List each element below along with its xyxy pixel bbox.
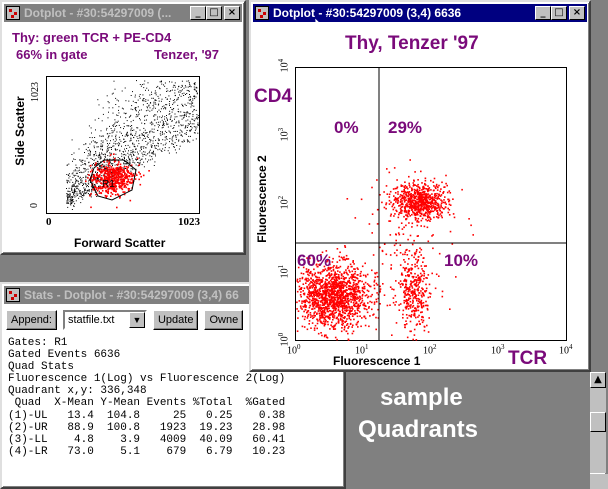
dotplot-app-icon	[6, 6, 20, 20]
x-tick-label: 100	[287, 343, 301, 357]
scroll-up-icon[interactable]: ▲	[590, 372, 606, 388]
maximize-icon[interactable]: □	[551, 6, 567, 20]
stats-line: Quad Stats	[8, 361, 75, 374]
stats-line: (4)-LR 73.0 5.1 679 6.79 10.23	[8, 445, 286, 458]
ss-tick-bottom: 0	[29, 203, 40, 208]
dotplot-app-icon	[6, 288, 20, 302]
forward-scatter-label: Forward Scatter	[74, 236, 166, 250]
x-tick-label: 102	[423, 343, 437, 357]
stats-file-select[interactable]: statfile.txt ▼	[62, 310, 147, 330]
fluorescence-title: Dotplot - #30:54297009 (3,4) 6636	[273, 6, 462, 20]
dotplot-app-icon	[255, 6, 269, 20]
stats-line: Gates: R1	[8, 337, 68, 349]
stats-toolbar: Append: statfile.txt ▼ Update Owne	[6, 308, 340, 332]
quadrant-plot	[295, 67, 567, 341]
stats-line: Quad X-Mean Y-Mean Events %Total %Gated	[8, 397, 286, 410]
y-tick-label: 100	[277, 332, 291, 347]
update-button[interactable]: Update	[152, 310, 199, 330]
stats-line: Gated Events 6636	[8, 349, 121, 362]
close-icon[interactable]: ×	[569, 6, 585, 20]
sample-line2: Quadrants	[358, 416, 479, 443]
quadrant-dots	[296, 159, 474, 341]
append-button[interactable]: Append:	[6, 310, 57, 330]
y-tick-label: 104	[277, 58, 291, 73]
scatter-titlebar[interactable]: Dotplot - #30:54297009 (... _ □ ×	[4, 4, 242, 22]
stats-title: Stats - Dotplot - #30:54297009 (3,4) 66	[24, 288, 239, 302]
gate-r1-label: R1	[102, 179, 115, 190]
size-grip[interactable]	[590, 474, 608, 489]
quadrant-ur-pct: 29%	[388, 118, 423, 137]
scatter-header-right: Tenzer, '97	[154, 47, 219, 62]
scatter-plot: R1	[46, 76, 200, 214]
fluorescence-window[interactable]: Dotplot - #30:54297009 (3,4) 6636 _ □ × …	[249, 0, 591, 372]
stats-line: (3)-LL 4.8 3.9 4009 40.09 60.41	[8, 433, 286, 446]
stats-line: (2)-UR 88.9 100.8 1923 19.23 28.98	[8, 421, 286, 434]
close-icon[interactable]: ×	[224, 6, 240, 20]
x-tick-label: 104	[559, 343, 573, 357]
sample-line1: sample	[380, 384, 463, 411]
stats-output: Gates: R1 Gated Events 6636 Quad Stats Fluo…	[8, 337, 285, 458]
chevron-down-icon[interactable]: ▼	[128, 312, 145, 328]
y-tick-label: 103	[277, 127, 291, 141]
quadrant-ul-pct: 0%	[334, 118, 359, 137]
minimize-icon[interactable]: _	[190, 6, 206, 20]
scatter-window[interactable]: Dotplot - #30:54297009 (... _ □ × Thy: g…	[0, 0, 246, 255]
desktop-scrollbar[interactable]: ▲ ▼	[590, 372, 606, 489]
scatter-dots	[66, 80, 199, 210]
scatter-header-line1: Thy: green TCR + PE-CD4	[12, 30, 172, 45]
scatter-header-line2: 66% in gate	[16, 47, 88, 62]
x-tick-label: 101	[355, 343, 369, 357]
quadrant-ll-pct: 60%	[297, 251, 332, 270]
fs-tick-left: 0	[46, 216, 52, 228]
scatter-title: Dotplot - #30:54297009 (...	[24, 6, 172, 20]
y-tick-label: 102	[277, 195, 291, 210]
gate-r1-outline	[89, 159, 137, 201]
ss-tick-top: 1023	[30, 82, 41, 102]
cd4-label: CD4	[254, 86, 293, 107]
y-tick-label: 101	[277, 264, 291, 278]
fs-tick-right: 1023	[178, 216, 200, 228]
stats-file-value: statfile.txt	[67, 314, 115, 326]
minimize-icon[interactable]: _	[535, 6, 551, 20]
x-tick-label: 103	[491, 343, 505, 357]
stats-line: (1)-UL 13.4 104.8 25 0.25 0.38	[8, 409, 286, 422]
fluorescence1-label: Fluorescence 1	[333, 354, 421, 368]
maximize-icon[interactable]: □	[206, 6, 222, 20]
fluorescence-titlebar[interactable]: Dotplot - #30:54297009 (3,4) 6636 _ □ ×	[253, 4, 587, 22]
stats-line: Quadrant x,y: 336,348	[8, 385, 147, 398]
tcr-label: TCR	[508, 348, 548, 369]
scroll-thumb[interactable]	[590, 412, 606, 432]
quadrant-lr-pct: 10%	[444, 251, 479, 270]
owner-button[interactable]: Owne	[204, 310, 244, 330]
plot-title: Thy, Tenzer '97	[345, 33, 479, 54]
side-scatter-label: Side Scatter	[13, 96, 27, 166]
stats-line: Fluorescence 1(Log) vs Fluorescence 2(Lo…	[8, 373, 286, 386]
fluorescence2-label: Fluorescence 2	[255, 155, 269, 243]
